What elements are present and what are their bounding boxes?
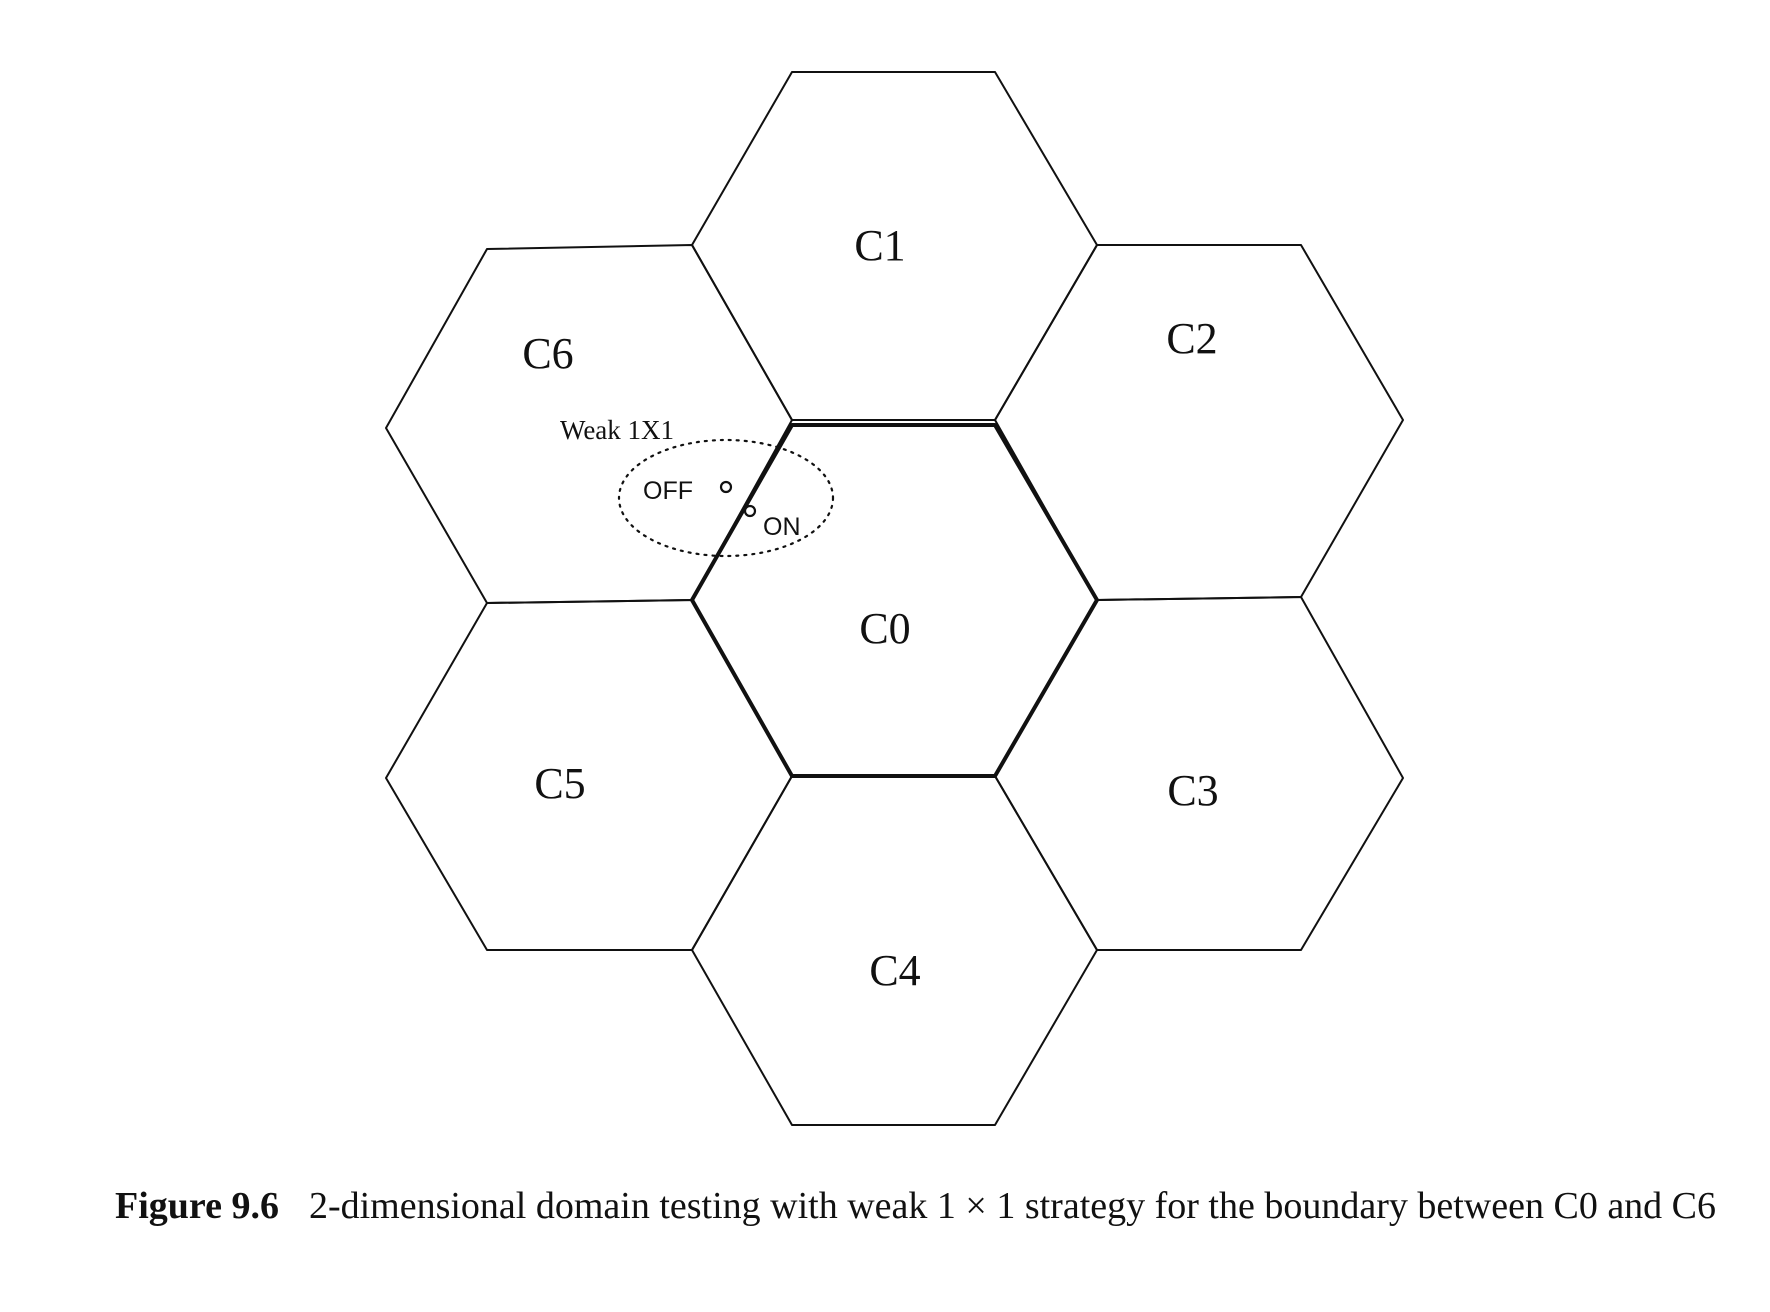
hex-c2	[994, 244, 1404, 601]
caption-text: 2-dimensional domain testing with weak 1…	[308, 1185, 1717, 1227]
cell-label-c1: C1	[854, 221, 905, 270]
figure-caption: Figure 9.6 2-dimensional domain testing w…	[115, 1183, 1725, 1230]
figure-number: Figure 9.6	[115, 1185, 279, 1227]
test-region-ellipse	[617, 438, 835, 558]
cell-label-c2: C2	[1166, 314, 1217, 363]
on-point-label: ON	[763, 513, 801, 541]
cell-label-c4: C4	[869, 946, 920, 995]
off-point-label: OFF	[643, 477, 693, 505]
cell-label-c5: C5	[534, 759, 585, 808]
cell-label-c0: C0	[859, 604, 910, 653]
hexagon-domain-diagram: C1 C2 C3 C4 C5 C6 C0 Weak 1X1 OFF ON	[385, 71, 1404, 1126]
on-point-marker	[743, 504, 757, 518]
off-point-marker	[719, 480, 733, 494]
test-region-label: Weak 1X1	[560, 415, 674, 445]
hex-c5	[385, 599, 793, 951]
hex-c0	[690, 423, 1099, 778]
cell-label-c3: C3	[1167, 766, 1218, 815]
cell-label-c6: C6	[522, 329, 573, 378]
